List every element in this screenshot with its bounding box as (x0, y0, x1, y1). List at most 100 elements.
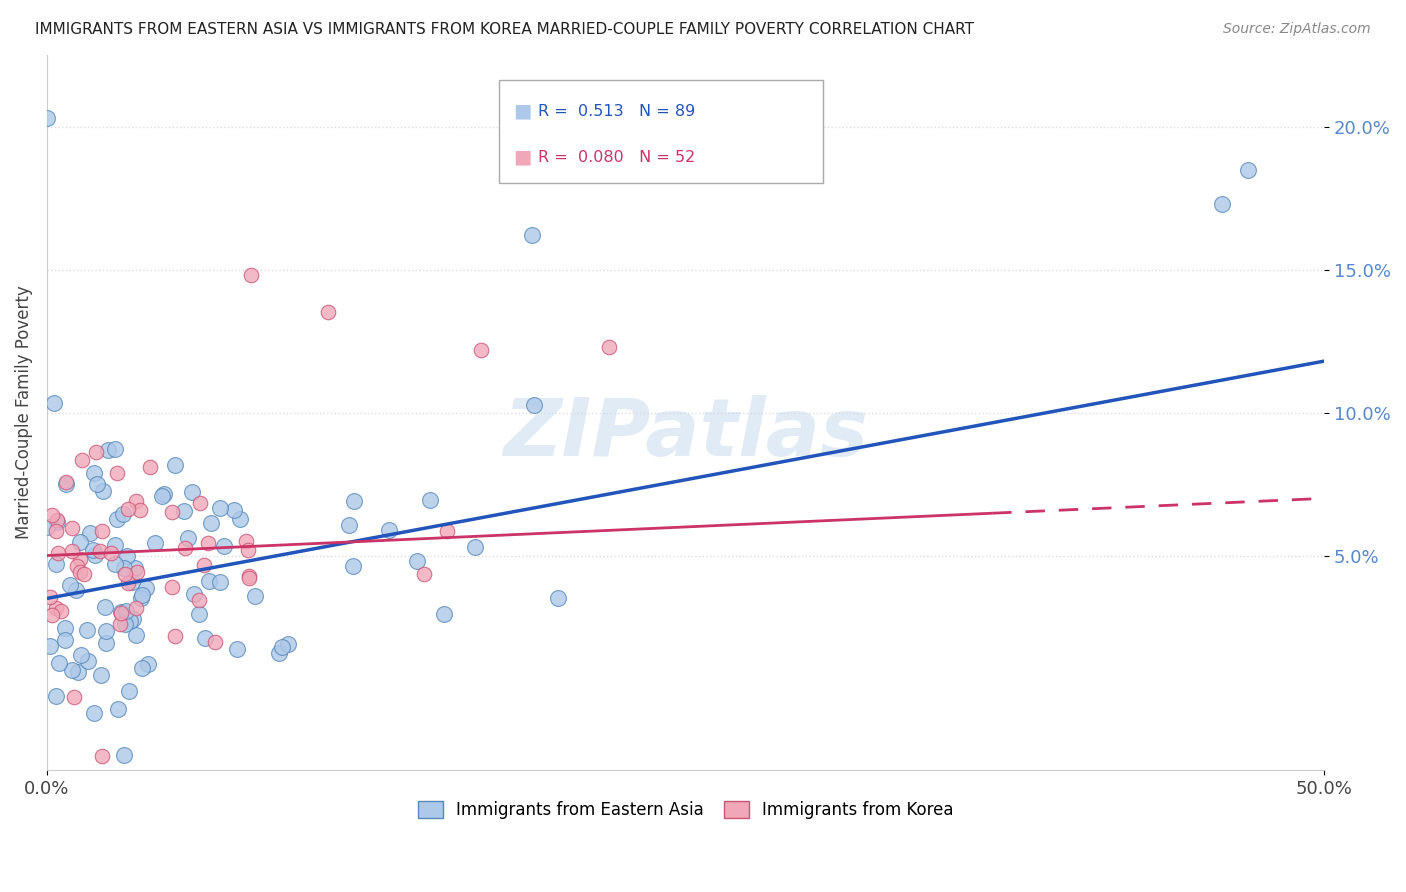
Point (83, 466, 105, 480)
Point (72, 453, 94, 467)
Point (79, 526, 101, 541)
Point (117, 502, 139, 516)
Point (42, 396, 65, 410)
Point (117, 549, 139, 564)
Point (35, 111, 58, 125)
Point (91, 524, 114, 538)
Point (117, 576, 139, 591)
Point (44, 600, 66, 615)
Text: R =  0.080   N = 52: R = 0.080 N = 52 (538, 150, 696, 165)
Point (200, 516, 222, 530)
Point (53, 633, 76, 648)
Point (104, 558, 127, 572)
Point (212, 539, 235, 553)
Point (378, 524, 401, 538)
Point (131, 591, 153, 605)
Point (240, 268, 263, 283)
Text: Source: ZipAtlas.com: Source: ZipAtlas.com (1223, 22, 1371, 37)
Point (35, 520, 58, 534)
Point (89, 544, 111, 558)
Point (127, 565, 149, 579)
Point (238, 571, 260, 585)
Point (86, 477, 108, 491)
Point (45, 557, 67, 571)
Point (70, 648, 93, 662)
Point (131, 661, 153, 675)
Point (76, 624, 98, 638)
Point (208, 500, 231, 515)
Point (700, 162, 723, 177)
Point (131, 588, 153, 602)
Text: ZIPatlas: ZIPatlas (503, 395, 868, 473)
Point (125, 601, 148, 615)
Point (49, 604, 72, 618)
Point (62, 690, 84, 705)
Point (117, 684, 139, 698)
Point (118, 614, 141, 628)
Point (110, 606, 132, 620)
Point (69, 535, 91, 549)
Point (269, 646, 291, 660)
Point (160, 505, 183, 519)
Point (69, 552, 91, 566)
Point (198, 574, 221, 588)
Point (197, 536, 219, 550)
Point (470, 343, 492, 357)
Point (522, 228, 544, 243)
Point (547, 591, 569, 606)
Point (187, 593, 209, 607)
Point (412, 567, 434, 582)
Point (271, 640, 294, 655)
Point (208, 574, 231, 589)
Point (598, 340, 620, 354)
Text: ■: ■ (513, 102, 531, 120)
Point (69, 566, 91, 580)
Point (316, 305, 339, 319)
Point (104, 442, 127, 457)
Point (60, 544, 83, 558)
Point (84, 445, 107, 459)
Point (150, 489, 173, 503)
Point (165, 458, 187, 472)
Point (121, 575, 143, 590)
Point (82, 543, 104, 558)
Point (77, 654, 100, 668)
Y-axis label: Married-Couple Family Poverty: Married-Couple Family Poverty (15, 285, 32, 540)
Point (65, 583, 87, 598)
Point (39, 590, 62, 604)
Point (104, 537, 127, 551)
Point (53, 621, 76, 635)
Point (183, 587, 205, 601)
Point (111, 508, 134, 522)
Point (107, 702, 129, 716)
Text: ■: ■ (513, 148, 531, 167)
Point (45, 513, 67, 527)
Point (523, 398, 546, 412)
Point (112, 748, 135, 763)
Point (105, 466, 128, 480)
Point (138, 657, 160, 671)
Point (177, 531, 200, 545)
Point (84, 548, 107, 562)
Point (238, 569, 260, 583)
Point (433, 607, 456, 622)
Point (163, 629, 186, 643)
Point (72, 566, 94, 581)
Point (243, 589, 266, 603)
Point (229, 512, 252, 526)
Point (108, 617, 131, 632)
Point (90, 668, 112, 682)
Point (39, 639, 62, 653)
Point (194, 631, 217, 645)
Point (45, 689, 67, 703)
Point (66, 559, 89, 574)
Point (60, 663, 83, 677)
Point (96, 636, 118, 650)
Point (114, 567, 136, 582)
Point (181, 484, 204, 499)
Point (41, 508, 63, 522)
Point (55, 477, 77, 491)
Point (188, 495, 211, 509)
Point (114, 617, 136, 632)
Point (419, 493, 441, 508)
